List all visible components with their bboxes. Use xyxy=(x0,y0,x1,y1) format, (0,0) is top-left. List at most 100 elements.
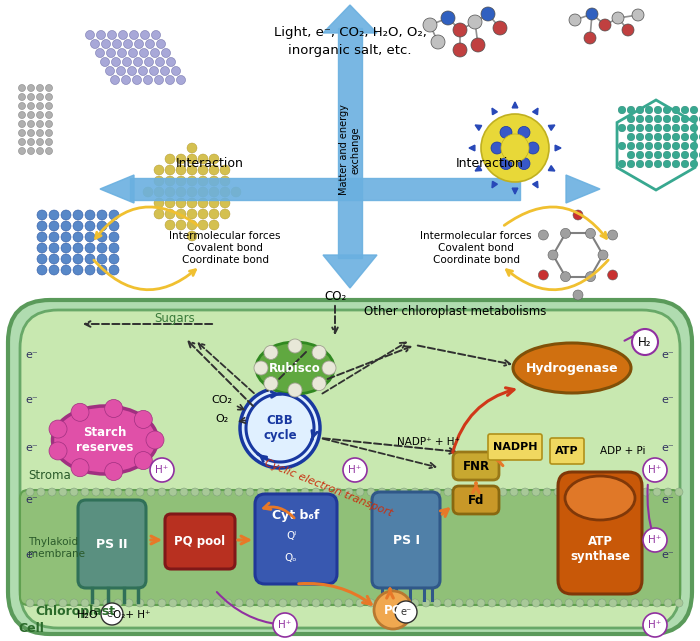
Circle shape xyxy=(209,198,219,208)
Circle shape xyxy=(37,243,47,253)
Circle shape xyxy=(165,187,175,197)
Circle shape xyxy=(209,220,219,230)
Circle shape xyxy=(155,76,164,85)
Circle shape xyxy=(103,488,111,496)
Circle shape xyxy=(61,265,71,275)
Circle shape xyxy=(257,599,265,607)
Circle shape xyxy=(101,58,109,67)
Circle shape xyxy=(273,613,297,637)
Circle shape xyxy=(627,106,635,114)
Circle shape xyxy=(144,76,153,85)
Text: Cyt b₆f: Cyt b₆f xyxy=(272,510,320,522)
Circle shape xyxy=(548,250,558,260)
Circle shape xyxy=(500,158,512,170)
Circle shape xyxy=(70,599,78,607)
Text: inorganic salt, etc.: inorganic salt, etc. xyxy=(288,44,412,56)
Circle shape xyxy=(147,488,155,496)
Circle shape xyxy=(123,40,132,49)
Circle shape xyxy=(488,599,496,607)
Circle shape xyxy=(645,133,653,141)
Circle shape xyxy=(122,58,132,67)
Circle shape xyxy=(612,12,624,24)
Circle shape xyxy=(240,388,320,468)
Circle shape xyxy=(664,599,672,607)
Circle shape xyxy=(609,488,617,496)
Circle shape xyxy=(599,19,611,31)
Circle shape xyxy=(37,232,47,242)
Circle shape xyxy=(690,133,698,141)
Circle shape xyxy=(587,488,595,496)
Circle shape xyxy=(105,463,122,481)
Circle shape xyxy=(246,599,254,607)
Circle shape xyxy=(632,9,644,21)
Circle shape xyxy=(209,187,219,197)
Circle shape xyxy=(129,49,137,58)
Circle shape xyxy=(681,151,689,159)
Circle shape xyxy=(27,85,34,92)
Circle shape xyxy=(26,599,34,607)
Circle shape xyxy=(97,221,107,231)
Circle shape xyxy=(627,142,635,150)
Circle shape xyxy=(642,599,650,607)
Circle shape xyxy=(134,58,143,67)
Circle shape xyxy=(105,399,122,417)
Circle shape xyxy=(154,198,164,208)
Text: e⁻: e⁻ xyxy=(26,395,38,405)
Circle shape xyxy=(356,488,364,496)
Circle shape xyxy=(46,94,52,101)
Text: e⁻: e⁻ xyxy=(662,495,674,505)
Text: H⁺: H⁺ xyxy=(349,465,362,475)
Circle shape xyxy=(654,133,661,141)
Text: Intermolecular forces
Covalent bond
Coordinate bond: Intermolecular forces Covalent bond Coor… xyxy=(420,231,532,265)
Circle shape xyxy=(187,187,197,197)
Circle shape xyxy=(167,58,176,67)
Circle shape xyxy=(49,210,59,220)
Circle shape xyxy=(643,458,667,482)
Circle shape xyxy=(187,143,197,153)
Circle shape xyxy=(59,599,67,607)
Circle shape xyxy=(97,265,107,275)
Circle shape xyxy=(49,243,59,253)
Circle shape xyxy=(202,488,210,496)
Circle shape xyxy=(246,488,254,496)
Circle shape xyxy=(27,147,34,154)
Circle shape xyxy=(636,160,644,168)
Circle shape xyxy=(672,106,680,114)
Circle shape xyxy=(645,115,653,123)
Circle shape xyxy=(643,528,667,552)
Circle shape xyxy=(59,488,67,496)
Circle shape xyxy=(85,254,95,264)
Circle shape xyxy=(90,40,99,49)
FancyBboxPatch shape xyxy=(20,310,680,628)
Circle shape xyxy=(36,94,43,101)
Circle shape xyxy=(431,35,445,49)
Circle shape xyxy=(198,187,208,197)
Circle shape xyxy=(699,151,700,159)
Circle shape xyxy=(631,488,639,496)
Text: e⁻: e⁻ xyxy=(662,350,674,360)
Text: ADP + Pi: ADP + Pi xyxy=(601,446,645,456)
Circle shape xyxy=(654,151,661,159)
Circle shape xyxy=(97,31,106,40)
Text: Other chloroplast metabolisms: Other chloroplast metabolisms xyxy=(364,305,546,318)
Circle shape xyxy=(565,488,573,496)
Polygon shape xyxy=(533,108,538,115)
Circle shape xyxy=(151,31,160,40)
Circle shape xyxy=(378,599,386,607)
Circle shape xyxy=(543,599,551,607)
FancyBboxPatch shape xyxy=(165,514,235,569)
Text: e⁻: e⁻ xyxy=(26,495,38,505)
Circle shape xyxy=(268,488,276,496)
Circle shape xyxy=(109,210,119,220)
Circle shape xyxy=(187,176,197,186)
Circle shape xyxy=(154,165,164,175)
Text: e⁻: e⁻ xyxy=(662,443,674,453)
Text: Thylakoid
membrane: Thylakoid membrane xyxy=(28,537,85,559)
Text: Qₒ: Qₒ xyxy=(285,553,298,563)
Circle shape xyxy=(645,160,653,168)
Circle shape xyxy=(627,115,635,123)
Circle shape xyxy=(220,165,230,175)
Circle shape xyxy=(162,49,171,58)
Circle shape xyxy=(235,488,243,496)
Circle shape xyxy=(681,160,689,168)
